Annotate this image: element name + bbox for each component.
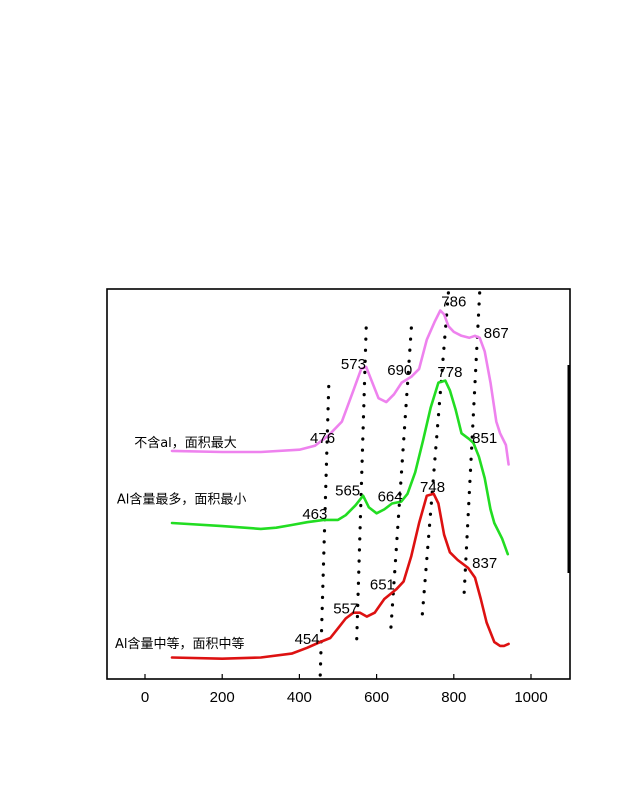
x-tick-label-200: 200	[210, 689, 235, 706]
series-label-0: 不含al，面积最大	[134, 435, 237, 451]
guide-line-4	[462, 291, 482, 601]
series-label-2: Al含量中等，面积中等	[115, 636, 245, 652]
x-tick-label-800: 800	[441, 689, 466, 706]
series-lines	[170, 309, 510, 660]
series-line-0	[170, 309, 510, 466]
series-label-1: Al含量最多，面积最小	[117, 492, 247, 508]
peak-label-454: 454	[295, 631, 320, 648]
peak-label-837: 837	[472, 555, 497, 572]
peak-label-851: 851	[472, 430, 497, 447]
peak-guide-lines	[318, 291, 482, 677]
peak-label-565: 565	[335, 483, 360, 500]
series-line-1	[170, 379, 510, 556]
peak-label-867: 867	[484, 325, 509, 342]
x-axis: 0 200 400 600 800 1000	[141, 674, 548, 706]
guide-line-1	[354, 326, 368, 648]
peak-label-690: 690	[387, 362, 412, 379]
series-line-2	[170, 492, 510, 660]
guide-line-0	[318, 384, 331, 677]
peak-label-463: 463	[302, 506, 327, 523]
peak-label-748: 748	[420, 479, 445, 496]
peak-label-557: 557	[333, 600, 358, 617]
peak-label-786: 786	[441, 294, 466, 311]
x-tick-label-0: 0	[141, 689, 149, 706]
peak-label-573: 573	[341, 356, 366, 373]
x-tick-label-400: 400	[287, 689, 312, 706]
peak-label-664: 664	[378, 489, 403, 506]
peak-label-651: 651	[370, 576, 395, 593]
series-labels: 不含al，面积最大 Al含量最多，面积最小 Al含量中等，面积中等	[115, 435, 246, 652]
x-tick-label-1000: 1000	[514, 689, 547, 706]
peak-label-778: 778	[437, 364, 462, 381]
peak-label-476: 476	[310, 430, 335, 447]
x-tick-label-600: 600	[364, 689, 389, 706]
peak-labels: 476 573 690 786 867 778 851 463 565 664 748 837 557 6…	[295, 294, 509, 648]
guide-line-3	[420, 291, 450, 619]
